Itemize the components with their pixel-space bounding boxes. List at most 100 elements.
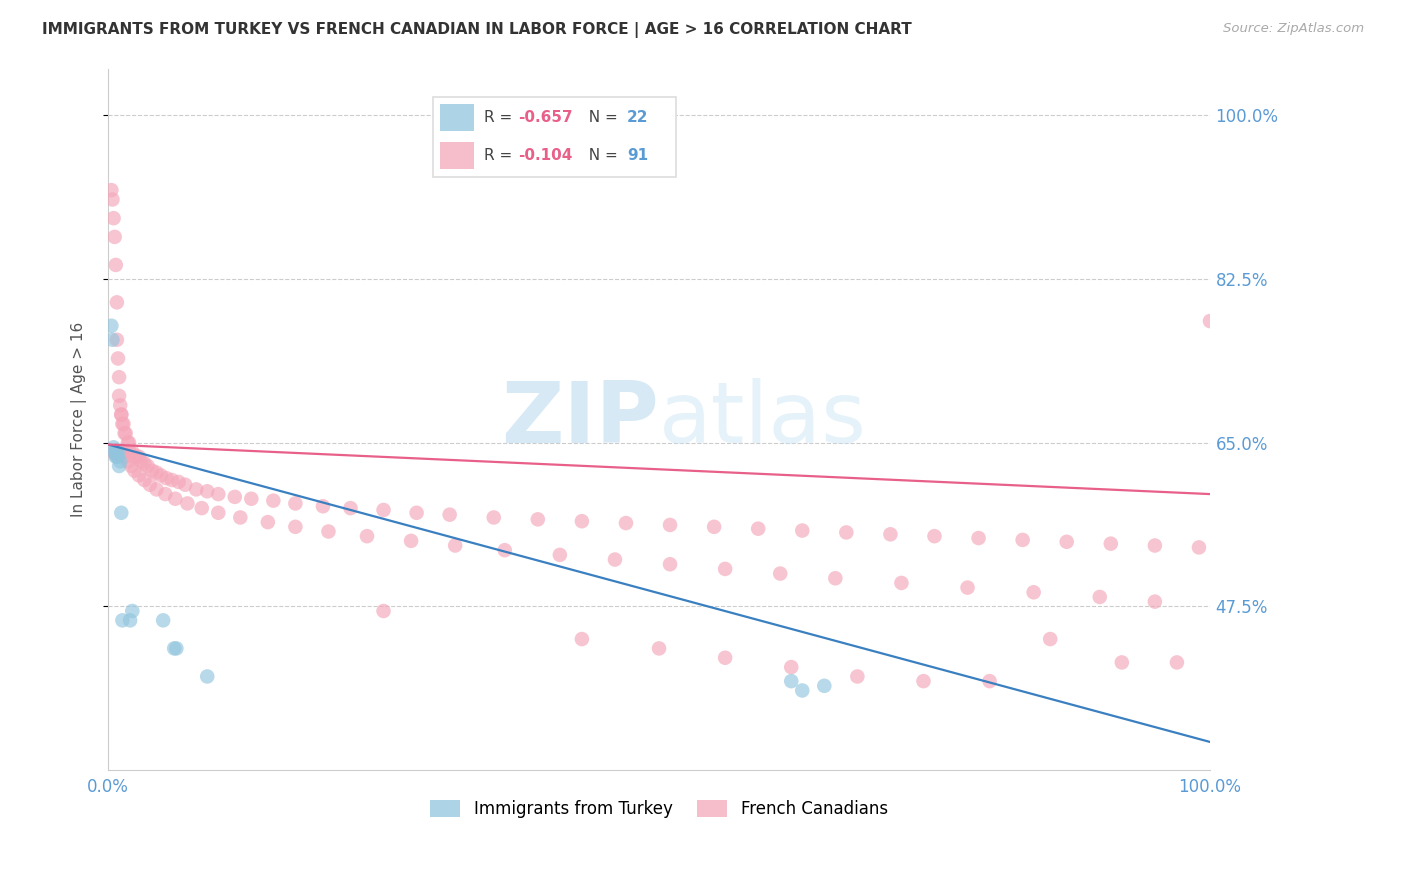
Point <box>121 604 143 618</box>
Point <box>100 183 122 197</box>
Point <box>747 522 769 536</box>
Text: IMMIGRANTS FROM TURKEY VS FRENCH CANADIAN IN LABOR FORCE | AGE > 16 CORRELATION : IMMIGRANTS FROM TURKEY VS FRENCH CANADIA… <box>42 22 912 38</box>
Y-axis label: In Labor Force | Age > 16: In Labor Force | Age > 16 <box>72 322 87 516</box>
Point <box>356 529 378 543</box>
Point <box>145 483 167 497</box>
Point <box>124 464 146 478</box>
Point <box>100 318 122 333</box>
Point <box>105 450 128 464</box>
Point <box>111 445 134 459</box>
Point <box>114 426 136 441</box>
Point <box>1022 585 1045 599</box>
Point <box>176 496 198 510</box>
Point <box>659 558 682 572</box>
Point <box>603 552 626 566</box>
Point <box>152 613 174 627</box>
Point <box>120 445 142 459</box>
Point <box>108 389 131 403</box>
Point <box>1166 656 1188 670</box>
Point <box>224 490 246 504</box>
Point <box>155 471 177 485</box>
Point <box>134 456 156 470</box>
Point <box>229 510 252 524</box>
Point <box>967 531 990 545</box>
Text: atlas: atlas <box>659 377 868 461</box>
Point <box>614 516 637 530</box>
Point <box>780 660 803 674</box>
Point <box>105 333 128 347</box>
Point <box>145 466 167 480</box>
Point <box>399 533 422 548</box>
Point <box>124 450 146 464</box>
Point <box>195 669 218 683</box>
Point <box>107 448 129 462</box>
Point <box>240 491 263 506</box>
Point <box>167 475 190 489</box>
Point <box>659 518 682 533</box>
Text: ZIP: ZIP <box>502 377 659 461</box>
Point <box>111 417 134 431</box>
Point <box>186 483 208 497</box>
Legend: Immigrants from Turkey, French Canadians: Immigrants from Turkey, French Canadians <box>423 793 894 825</box>
Point <box>339 501 361 516</box>
Point <box>108 398 131 412</box>
Point <box>846 669 869 683</box>
Point <box>1011 533 1033 547</box>
Point <box>108 447 131 461</box>
Point <box>103 445 125 459</box>
Point <box>890 576 912 591</box>
Point <box>117 454 139 468</box>
Point <box>136 458 159 473</box>
Point <box>1088 590 1111 604</box>
Point <box>792 683 814 698</box>
Text: Source: ZipAtlas.com: Source: ZipAtlas.com <box>1223 22 1364 36</box>
Point <box>373 503 395 517</box>
Point <box>165 491 187 506</box>
Point <box>769 566 792 581</box>
Point <box>107 450 129 464</box>
Point <box>108 458 131 473</box>
Point <box>105 295 128 310</box>
Point <box>318 524 340 539</box>
Point <box>160 473 183 487</box>
Point <box>439 508 461 522</box>
Point <box>1143 594 1166 608</box>
Point <box>108 454 131 468</box>
Point <box>114 450 136 464</box>
Point <box>103 440 125 454</box>
Point <box>1199 314 1222 328</box>
Point <box>114 426 136 441</box>
Point <box>956 581 979 595</box>
Point <box>1143 539 1166 553</box>
Point <box>174 477 197 491</box>
Point <box>101 333 124 347</box>
Point <box>163 641 186 656</box>
Point <box>714 562 737 576</box>
Point <box>1099 536 1122 550</box>
Point <box>101 193 124 207</box>
Point <box>112 417 135 431</box>
Point <box>139 477 162 491</box>
Point <box>149 468 172 483</box>
Point <box>648 641 671 656</box>
Point <box>165 641 187 656</box>
Point <box>190 501 212 516</box>
Point <box>813 679 835 693</box>
Point <box>257 515 280 529</box>
Point <box>155 487 177 501</box>
Point <box>494 543 516 558</box>
Point <box>571 632 593 646</box>
Point <box>262 493 284 508</box>
Point <box>111 613 134 627</box>
Point <box>104 445 127 459</box>
Point <box>110 408 132 422</box>
Point <box>912 674 935 689</box>
Point <box>107 445 129 459</box>
Point <box>284 496 307 510</box>
Point <box>121 445 143 459</box>
Point <box>120 613 142 627</box>
Point <box>125 450 148 464</box>
Point <box>1039 632 1062 646</box>
Point <box>207 506 229 520</box>
Point <box>924 529 946 543</box>
